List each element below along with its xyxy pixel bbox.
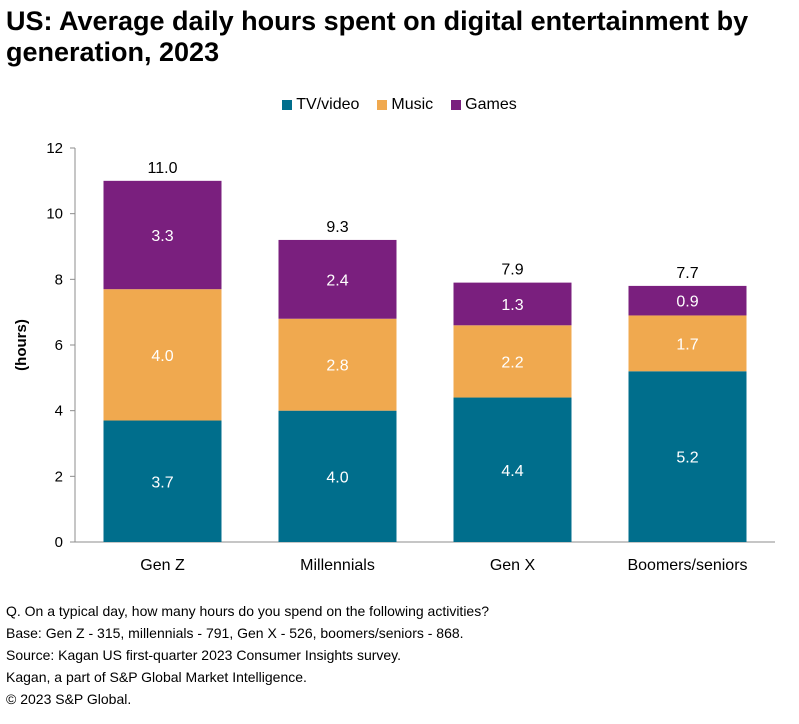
- data-label: 3.3: [151, 228, 173, 245]
- legend-swatch-games: [451, 100, 462, 110]
- total-label: 11.0: [148, 160, 178, 177]
- y-tick-label: 6: [55, 337, 63, 354]
- y-tick-label: 4: [55, 403, 63, 420]
- legend-item-games: Games: [451, 96, 517, 114]
- copyright-note: © 2023 S&P Global.: [6, 691, 132, 707]
- bar-segment-music: [278, 318, 397, 411]
- bar-segment-games: [453, 282, 572, 326]
- y-tick-label: 10: [46, 206, 63, 223]
- data-label: 4.4: [501, 463, 523, 480]
- chart-notes: Q. On a typical day, how many hours do y…: [6, 600, 489, 710]
- chart-title: US: Average daily hours spent on digital…: [6, 6, 749, 67]
- legend-swatch-music: [377, 100, 388, 110]
- legend-item-music: Music: [377, 96, 433, 114]
- bar-segment-tv-video: [628, 371, 747, 542]
- data-label: 2.8: [326, 358, 348, 375]
- base-note: Base: Gen Z - 315, millennials - 791, Ge…: [6, 625, 464, 641]
- x-category-label: Millennials: [300, 557, 375, 574]
- data-label: 2.2: [501, 354, 523, 371]
- legend-swatch-tv-video: [282, 100, 293, 110]
- bar-segment-games: [628, 285, 747, 316]
- total-label: 7.9: [501, 262, 523, 279]
- data-label: 3.7: [151, 474, 173, 491]
- bar-segment-games: [103, 180, 222, 290]
- x-category-label: Boomers/seniors: [627, 557, 747, 574]
- x-category-label: Gen Z: [140, 557, 185, 574]
- total-label: 9.3: [326, 219, 348, 236]
- y-tick-label: 0: [55, 534, 63, 551]
- data-label: 5.2: [676, 450, 698, 467]
- bar-segment-music: [628, 315, 747, 372]
- y-tick-label: 12: [46, 140, 63, 157]
- data-label: 0.9: [676, 294, 698, 311]
- attribution-note: Kagan, a part of S&P Global Market Intel…: [6, 669, 307, 685]
- chart-legend: TV/video Music Games: [0, 96, 799, 114]
- source-note: Source: Kagan US first-quarter 2023 Cons…: [6, 647, 402, 663]
- bar-segment-tv-video: [103, 420, 222, 542]
- data-label: 1.3: [501, 297, 523, 314]
- stacked-bar-chart: (hours) 0 2 4 6 8 10 12 3.7 4.0 3.3 11.0 Gen Z 4.0 2.8…: [13, 140, 775, 574]
- legend-label-music: Music: [391, 96, 434, 113]
- legend-item-tv-video: TV/video: [282, 96, 359, 114]
- survey-question-note: Q. On a typical day, how many hours do y…: [6, 603, 490, 619]
- bar-segment-tv-video: [278, 410, 397, 542]
- legend-label-games: Games: [465, 96, 517, 113]
- data-label: 1.7: [676, 336, 698, 353]
- bar-segment-tv-video: [453, 397, 572, 542]
- bar-segment-music: [453, 325, 572, 398]
- data-label: 2.4: [326, 272, 348, 289]
- y-tick-label: 2: [55, 468, 63, 485]
- data-label: 4.0: [151, 348, 173, 365]
- bar-segment-music: [103, 289, 222, 421]
- bar-segment-games: [278, 239, 397, 319]
- legend-label-tv-video: TV/video: [296, 96, 360, 113]
- x-category-label: Gen X: [490, 557, 536, 574]
- y-tick-label: 8: [55, 271, 63, 288]
- data-label: 4.0: [326, 469, 348, 486]
- y-axis-label: (hours): [13, 319, 30, 371]
- total-label: 7.7: [676, 265, 698, 282]
